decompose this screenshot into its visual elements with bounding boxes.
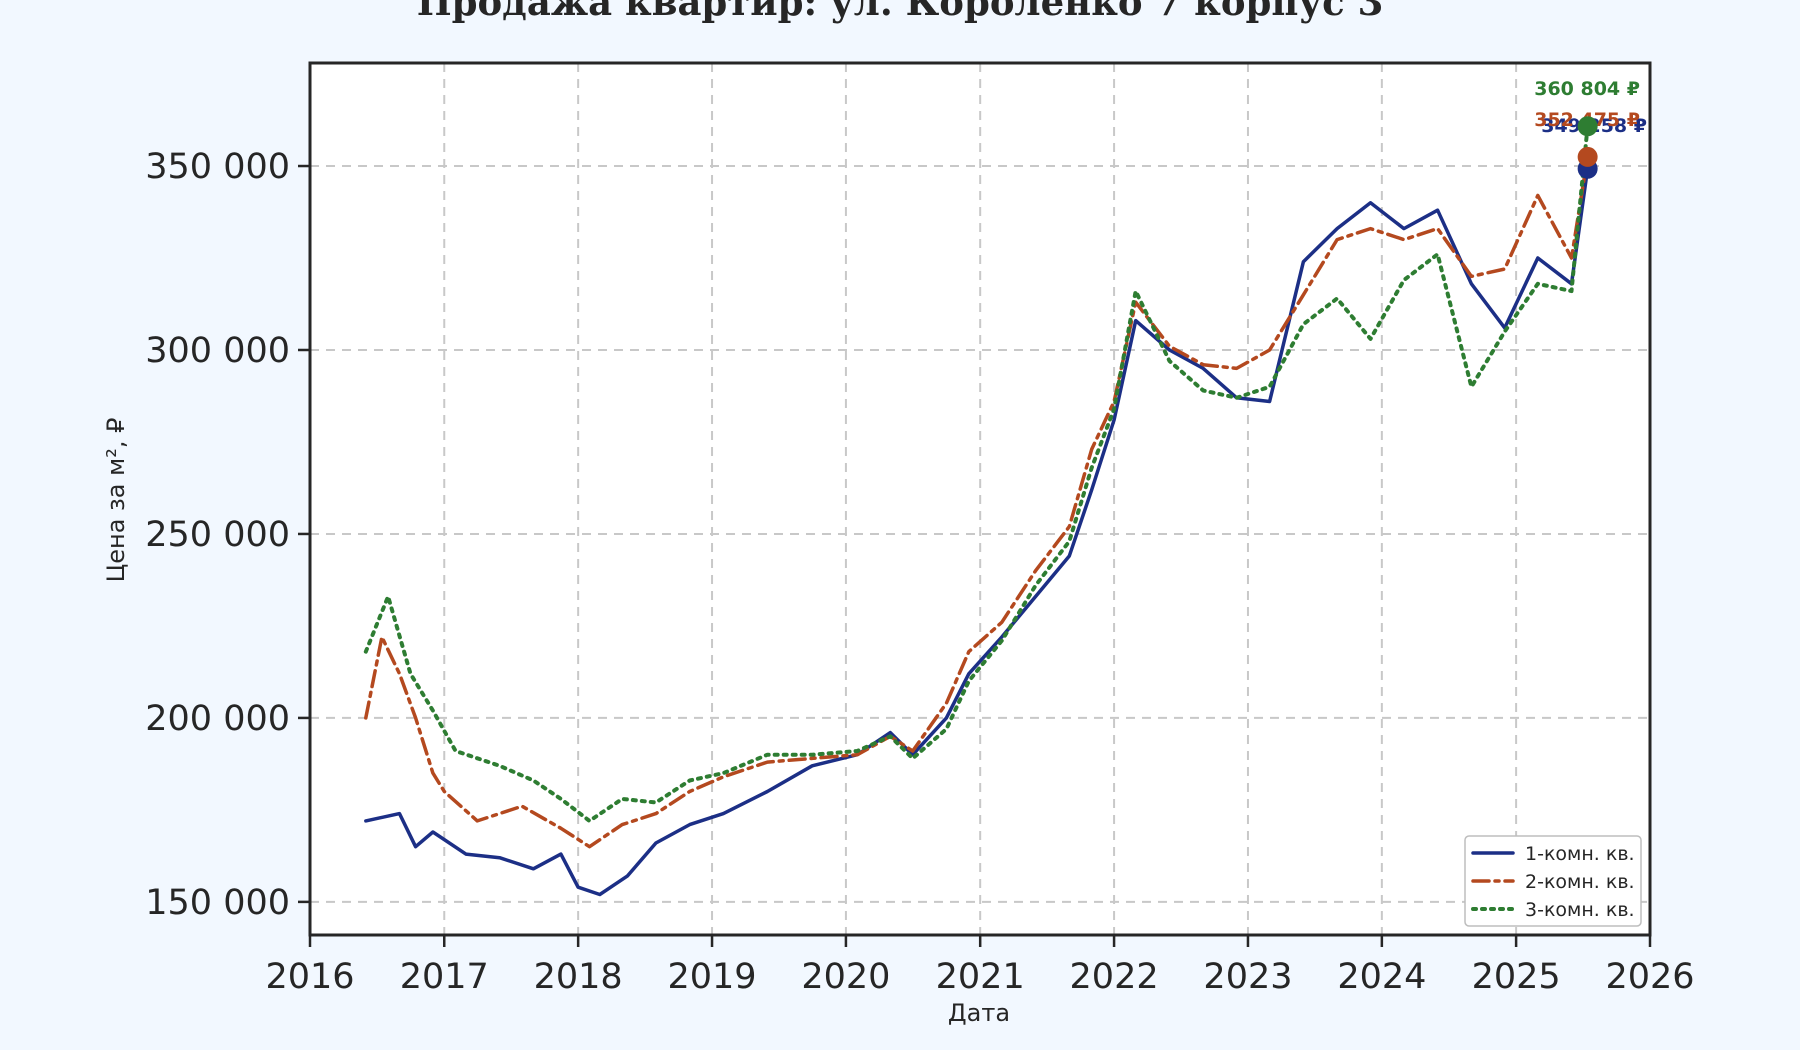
series-line: [364, 167, 1590, 897]
last-value-label: 360 804 ₽: [1534, 78, 1640, 100]
grid: [309, 63, 1651, 935]
legend-label: 2-комн. кв.: [1525, 871, 1635, 893]
x-tick-label: 2026: [1605, 957, 1694, 997]
x-tick-label: 2025: [1472, 957, 1561, 997]
x-tick-label: 2018: [534, 957, 623, 997]
legend: 1-комн. кв. 2-комн. кв. 3-комн. кв.: [1464, 835, 1642, 927]
y-tick-label: 150 000: [145, 883, 290, 923]
x-tick-label: 2023: [1203, 957, 1292, 997]
x-tick-label: 2021: [936, 957, 1025, 997]
end-labels: 349 258 ₽352 475 ₽360 804 ₽: [1534, 78, 1647, 179]
series-line: [363, 124, 1590, 823]
legend-label: 1-комн. кв.: [1525, 843, 1635, 865]
series-layer: [363, 124, 1590, 897]
y-tick-label: 250 000: [145, 515, 290, 555]
y-axis-title: Цена за м², ₽: [102, 418, 130, 583]
x-tick-label: 2019: [667, 957, 756, 997]
series-line: [364, 155, 1590, 849]
y-tick-label: 350 000: [145, 147, 290, 187]
y-axis: 150 000 200 000 250 000 300 000 350 000: [145, 147, 310, 923]
x-tick-label: 2020: [801, 957, 890, 997]
x-tick-label: 2024: [1337, 957, 1426, 997]
x-tick-label: 2022: [1070, 957, 1159, 997]
x-tick-label: 2016: [265, 957, 354, 997]
legend-label: 3-комн. кв.: [1525, 899, 1635, 921]
y-tick-label: 300 000: [145, 331, 290, 371]
legend-box: [1464, 835, 1642, 927]
x-axis-title: Дата: [948, 999, 1010, 1027]
last-value-marker: [1577, 116, 1598, 137]
y-tick-label: 200 000: [145, 699, 290, 739]
last-value-marker: [1577, 146, 1598, 167]
x-tick-label: 2017: [400, 957, 489, 997]
x-axis: 2016 2017 2018 2019 2020 2021 2022 2023 2024 2025…: [265, 935, 1695, 997]
chart-title: Продажа квартир: ул. Короленко 7 корпус …: [417, 0, 1384, 24]
